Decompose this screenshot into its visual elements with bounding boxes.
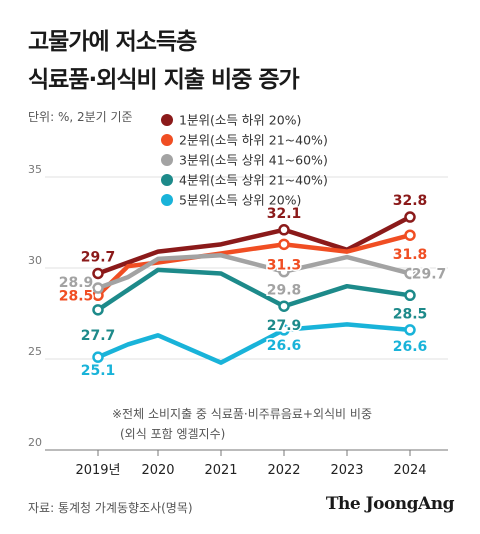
data-label: 32.1	[267, 206, 302, 222]
footnote-line-2: (외식 포함 엥겔지수)	[120, 427, 225, 441]
series-lines	[92, 211, 416, 365]
data-point	[404, 324, 416, 336]
data-label: 31.3	[267, 257, 302, 273]
x-tick-label: 2020	[141, 463, 174, 478]
data-label: 31.8	[393, 247, 428, 263]
unit-label: 단위: %, 2분기 기준	[28, 110, 133, 124]
x-tick-label: 2022	[267, 463, 300, 478]
x-tick-label: 2021	[204, 463, 237, 478]
y-tick-label: 25	[28, 345, 42, 358]
legend-swatch	[161, 194, 173, 206]
footnote-line-1: ※전체 소비지출 중 식료품·비주류음료+외식비 비중	[112, 407, 372, 421]
source-note: 자료: 통계청 가계동향조사(명목)	[28, 501, 193, 515]
data-label: 27.7	[81, 328, 116, 344]
data-point	[404, 267, 416, 280]
data-label: 27.9	[267, 318, 302, 334]
data-point	[92, 282, 104, 294]
data-point	[404, 289, 416, 302]
data-point	[92, 304, 104, 316]
x-tick-label: 2023	[330, 463, 363, 478]
data-label: 32.8	[393, 193, 428, 209]
x-tick-labels: 2019년 2020 2021 2022 2023 2024	[75, 450, 427, 478]
brand-logo: The JoongAng	[325, 494, 455, 514]
data-point	[278, 265, 290, 278]
legend-entry: 5분위(소득 상위 20%)	[179, 193, 301, 208]
data-point	[278, 324, 290, 336]
data-point	[92, 351, 104, 363]
data-point	[278, 238, 290, 251]
legend-swatch	[161, 114, 173, 126]
legend-entry: 3분위(소득 상위 41~60%)	[179, 153, 328, 168]
data-point	[92, 267, 104, 280]
data-point	[404, 229, 416, 241]
legend: 1분위(소득 하위 20%) 2분위(소득 하위 21~40%) 3분위(소득 상위…	[161, 113, 328, 208]
legend-swatch	[161, 174, 173, 186]
y-tick-label: 30	[28, 254, 42, 267]
chart-title-line-1: 고물가에 저소득층	[28, 29, 197, 55]
legend-entry: 2분위(소득 하위 21~40%)	[179, 133, 328, 148]
x-tick-label: 2024	[393, 463, 426, 478]
data-label: 25.1	[81, 363, 116, 379]
legend-entry: 1분위(소득 하위 20%)	[179, 113, 301, 128]
legend-swatch	[161, 154, 173, 166]
y-tick-labels: 35 30 25 20	[28, 163, 42, 449]
data-point	[278, 224, 290, 236]
data-label: 26.6	[267, 338, 302, 354]
legend-entry: 4분위(소득 상위 21~40%)	[179, 173, 328, 188]
x-tick-label: 2019년	[75, 463, 120, 478]
data-label: 28.9	[59, 275, 94, 291]
y-tick-label: 20	[28, 436, 42, 449]
data-label: 29.8	[267, 283, 302, 299]
data-label: 29.7	[81, 249, 116, 265]
series-line-4	[95, 267, 413, 313]
data-point	[404, 211, 416, 223]
data-label: 28.5	[59, 288, 94, 304]
data-label: 26.6	[393, 339, 428, 355]
series-line-5	[95, 322, 413, 365]
data-labels: 29.7 32.1 32.8 28.5 31.3 31.8 28.9 29.8 29.7 27.7…	[57, 192, 448, 381]
data-label: 28.5	[393, 306, 428, 322]
series-line-3	[95, 253, 413, 291]
data-label: 29.7	[412, 266, 447, 282]
data-point	[278, 300, 290, 312]
chart-title-line-2: 식료품·외식비 지출 비중 증가	[28, 67, 300, 93]
y-tick-label: 35	[28, 163, 42, 176]
legend-swatch	[161, 134, 173, 146]
